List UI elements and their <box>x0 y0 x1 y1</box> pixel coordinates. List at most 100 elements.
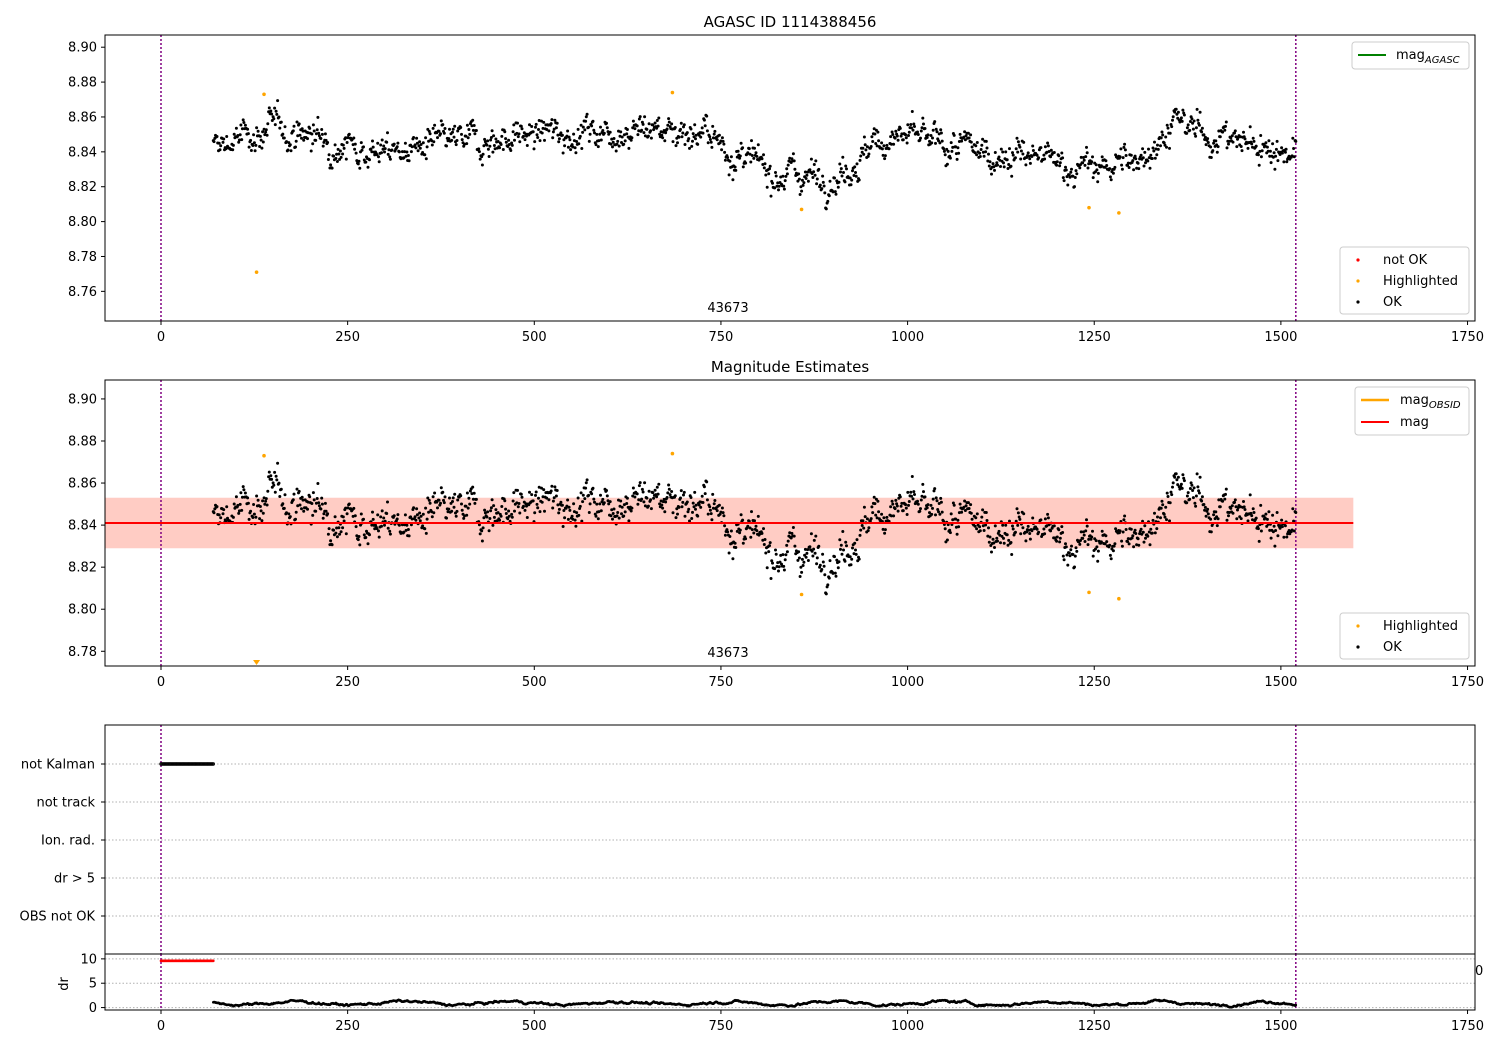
ok-point <box>1179 482 1183 486</box>
ok-point <box>487 529 491 533</box>
ok-point <box>815 182 819 186</box>
ok-point <box>620 505 624 509</box>
ok-point <box>246 496 250 500</box>
ok-point <box>951 501 955 505</box>
ok-point <box>364 536 368 539</box>
ok-point <box>261 499 265 503</box>
ok-point <box>866 154 870 158</box>
ok-point <box>1239 517 1243 521</box>
ok-point <box>560 503 564 507</box>
ok-point <box>1113 542 1117 546</box>
ok-point <box>1280 518 1284 522</box>
ok-point <box>455 509 459 513</box>
ok-point <box>593 500 596 504</box>
ok-point <box>492 515 496 519</box>
ok-point <box>441 490 445 494</box>
ok-point <box>854 548 857 552</box>
ok-point <box>1265 145 1269 149</box>
ok-point <box>1126 537 1130 541</box>
panel-agasc-legend-points[interactable]: not OK Highlighted OK <box>1339 246 1470 315</box>
ok-point <box>774 174 778 178</box>
ok-point <box>818 563 822 567</box>
ok-point <box>931 136 934 140</box>
panel-estimates-legend-points[interactable]: Highlighted OK <box>1339 612 1470 660</box>
ok-point <box>1221 130 1225 134</box>
ok-point <box>364 160 368 164</box>
ok-point <box>1206 512 1210 516</box>
ok-point <box>306 507 309 511</box>
ok-point <box>1272 151 1276 155</box>
ok-point <box>465 491 469 495</box>
ok-point <box>996 163 999 167</box>
ok-point <box>1028 157 1032 161</box>
ok-point <box>1174 107 1178 111</box>
ok-point <box>1055 535 1059 539</box>
ok-point <box>1108 175 1112 179</box>
ok-point <box>329 163 333 167</box>
dr-point <box>1294 1003 1298 1007</box>
ok-point <box>1168 146 1171 150</box>
ok-point <box>380 138 384 142</box>
ok-point <box>599 125 602 129</box>
ok-point <box>1193 132 1197 136</box>
ok-point <box>468 132 472 136</box>
ok-point <box>1058 536 1062 540</box>
ok-point <box>881 527 885 531</box>
ok-point <box>231 143 235 147</box>
y-tick-label: 8.84 <box>68 145 97 160</box>
ok-point <box>1016 150 1020 154</box>
ok-point <box>1010 553 1014 556</box>
ok-point <box>1058 540 1062 544</box>
panel-dr-frame <box>104 953 1476 1011</box>
ok-point <box>1037 156 1041 160</box>
ok-point <box>1086 543 1090 547</box>
ok-point <box>1153 511 1156 515</box>
ok-point <box>477 523 481 527</box>
ok-point <box>1224 124 1227 128</box>
ok-point <box>1268 528 1272 532</box>
ok-point <box>876 499 880 503</box>
ok-point <box>1211 149 1215 153</box>
ok-point <box>900 501 904 505</box>
ok-point <box>834 574 838 578</box>
ok-point <box>371 517 375 521</box>
ok-point <box>409 523 413 527</box>
ok-point <box>272 117 276 121</box>
ok-point <box>1203 505 1207 509</box>
ok-point <box>511 499 515 503</box>
ok-point <box>833 190 837 194</box>
y-tick-label: 8.88 <box>68 76 97 91</box>
ok-point <box>337 152 341 156</box>
ok-point <box>726 156 730 159</box>
ok-point <box>1141 156 1145 160</box>
ok-point <box>454 143 458 147</box>
ok-point <box>728 159 732 163</box>
panel-flags-points <box>159 762 215 766</box>
ok-point <box>1268 149 1272 153</box>
panel-agasc-legend-mag[interactable]: magAGASC <box>1351 41 1470 70</box>
ok-point <box>300 495 304 499</box>
ok-point <box>1009 541 1013 544</box>
panel-estimates-yticks: 8.788.808.828.848.868.888.90 <box>68 392 105 660</box>
ok-point <box>346 136 350 140</box>
ok-point <box>811 554 815 558</box>
ok-point <box>1026 524 1030 528</box>
ok-point <box>524 502 528 506</box>
ok-point <box>1136 161 1140 165</box>
ok-point <box>839 170 842 174</box>
ok-point <box>708 508 712 512</box>
ok-point <box>450 138 454 142</box>
ok-point <box>1108 543 1112 547</box>
ok-point <box>1018 145 1022 149</box>
ok-point <box>357 535 361 538</box>
ok-point <box>845 167 848 171</box>
ok-point <box>311 123 315 127</box>
ok-point <box>525 144 529 147</box>
ok-point <box>620 141 623 144</box>
ok-point <box>713 499 717 502</box>
x-tick-label: 0 <box>157 330 165 345</box>
ok-point <box>1007 538 1011 542</box>
ok-point <box>276 461 280 465</box>
panel-estimates-legend-lines[interactable]: magOBSID mag <box>1354 386 1470 436</box>
